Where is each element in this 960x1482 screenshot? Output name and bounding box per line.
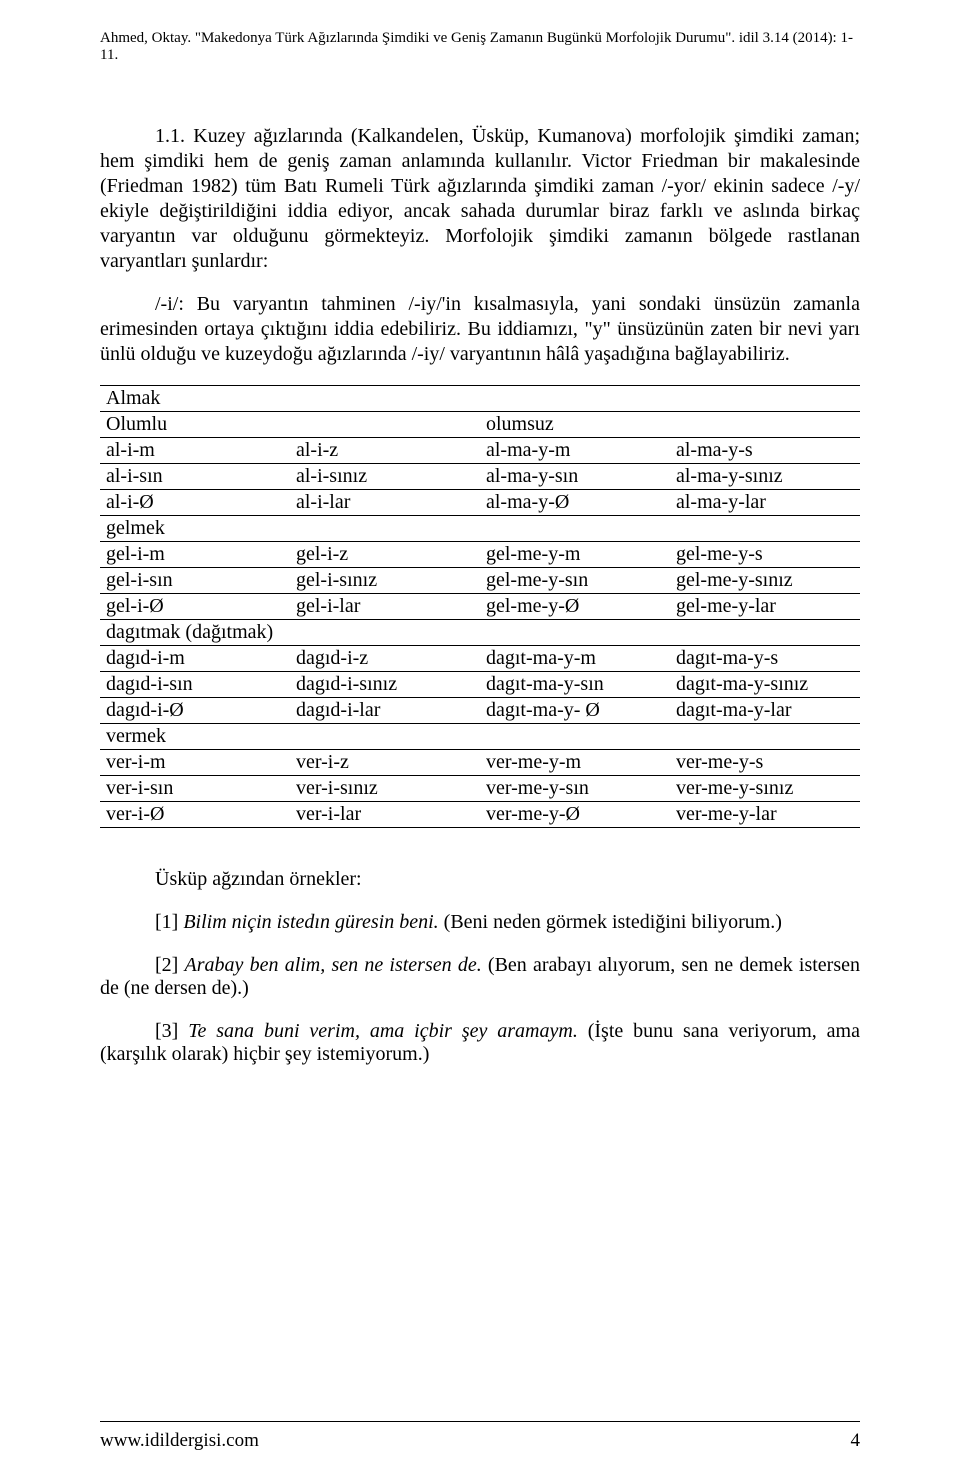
cell: al-ma-y-s [670, 438, 860, 464]
cell: al-i-m [100, 438, 290, 464]
cell: gel-me-y-s [670, 542, 860, 568]
col-header-olumsuz: olumsuz [480, 412, 860, 438]
cell: dagıd-i-sınız [290, 672, 480, 698]
cell: gel-me-y-sın [480, 568, 670, 594]
cell: al-i-sın [100, 464, 290, 490]
example-translation: (Beni neden görmek istediğini biliyorum.… [439, 911, 782, 933]
cell: ver-me-y-Ø [480, 802, 670, 828]
verb-header-vermek: vermek [100, 724, 860, 750]
cell: gel-i-z [290, 542, 480, 568]
cell: al-ma-y-m [480, 438, 670, 464]
cell: gel-i-sınız [290, 568, 480, 594]
example-1: [1] Bilim niçin istedın güresin beni. (B… [100, 911, 860, 934]
cell: ver-me-y-m [480, 750, 670, 776]
conjugation-table: Almak Olumlu olumsuz al-i-m al-i-z al-ma… [100, 385, 860, 828]
footer-page-number: 4 [851, 1430, 861, 1452]
cell: dagıd-i-Ø [100, 698, 290, 724]
paragraph-2: /-i/: Bu varyantın tahminen /-iy/'in kıs… [100, 292, 860, 367]
verb-header-gelmek: gelmek [100, 516, 860, 542]
cell: gel-i-lar [290, 594, 480, 620]
example-italic: Bilim niçin istedın güresin beni. [183, 911, 438, 933]
verb-header-dagitmak: dagıtmak (dağıtmak) [100, 620, 860, 646]
cell: dagıd-i-lar [290, 698, 480, 724]
example-number: [2] [155, 954, 185, 976]
cell: al-i-sınız [290, 464, 480, 490]
cell: ver-me-y-sınız [670, 776, 860, 802]
example-3: [3] Te sana buni verim, ama içbir şey ar… [100, 1020, 860, 1066]
cell: ver-i-z [290, 750, 480, 776]
cell: gel-me-y-Ø [480, 594, 670, 620]
paragraph-1: 1.1. Kuzey ağızlarında (Kalkandelen, Üsk… [100, 124, 860, 274]
cell: dagıt-ma-y- Ø [480, 698, 670, 724]
cell: dagıd-i-sın [100, 672, 290, 698]
footer-rule [100, 1421, 860, 1422]
cell: ver-i-m [100, 750, 290, 776]
cell: al-ma-y-sınız [670, 464, 860, 490]
example-italic: Arabay ben alim, sen ne istersen de. [185, 954, 482, 976]
col-header-olumlu: Olumlu [100, 412, 480, 438]
example-2: [2] Arabay ben alim, sen ne istersen de.… [100, 954, 860, 1000]
cell: al-i-lar [290, 490, 480, 516]
cell: gel-me-y-sınız [670, 568, 860, 594]
cell: dagıd-i-m [100, 646, 290, 672]
example-number: [3] [155, 1020, 188, 1042]
page-footer: www.idildergisi.com 4 [100, 1430, 860, 1452]
cell: gel-me-y-lar [670, 594, 860, 620]
cell: ver-me-y-s [670, 750, 860, 776]
cell: dagıt-ma-y-m [480, 646, 670, 672]
cell: ver-i-sınız [290, 776, 480, 802]
cell: al-i-Ø [100, 490, 290, 516]
verb-header-almak: Almak [100, 386, 860, 412]
footer-site: www.idildergisi.com [100, 1430, 259, 1452]
cell: al-ma-y-lar [670, 490, 860, 516]
cell: gel-i-Ø [100, 594, 290, 620]
cell: al-i-z [290, 438, 480, 464]
cell: ver-me-y-sın [480, 776, 670, 802]
cell: gel-i-m [100, 542, 290, 568]
cell: al-ma-y-Ø [480, 490, 670, 516]
example-italic: Te sana buni verim, ama içbir şey aramay… [188, 1020, 578, 1042]
cell: ver-me-y-lar [670, 802, 860, 828]
cell: dagıd-i-z [290, 646, 480, 672]
cell: ver-i-sın [100, 776, 290, 802]
cell: dagıt-ma-y-sınız [670, 672, 860, 698]
example-number: [1] [155, 911, 183, 933]
cell: ver-i-Ø [100, 802, 290, 828]
cell: dagıt-ma-y-sın [480, 672, 670, 698]
cell: dagıt-ma-y-s [670, 646, 860, 672]
page: Ahmed, Oktay. "Makedonya Türk Ağızlarınd… [0, 0, 960, 1482]
examples-heading: Üsküp ağzından örnekler: [100, 868, 860, 891]
cell: dagıt-ma-y-lar [670, 698, 860, 724]
cell: al-ma-y-sın [480, 464, 670, 490]
cell: ver-i-lar [290, 802, 480, 828]
cell: gel-me-y-m [480, 542, 670, 568]
running-header: Ahmed, Oktay. "Makedonya Türk Ağızlarınd… [100, 30, 860, 64]
cell: gel-i-sın [100, 568, 290, 594]
